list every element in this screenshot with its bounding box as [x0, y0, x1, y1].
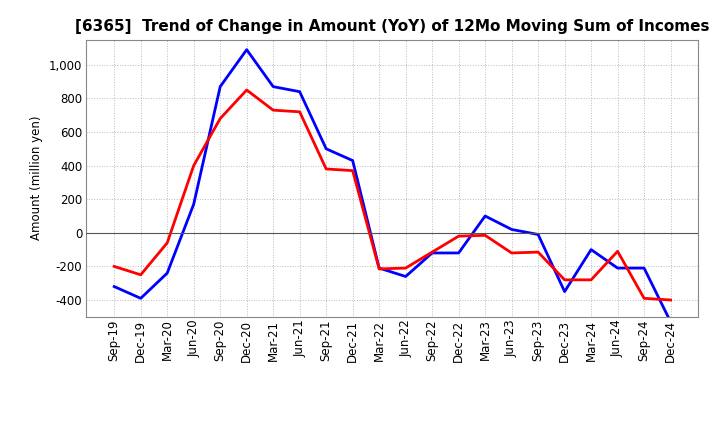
- Net Income: [640, 296, 649, 301]
- Ordinary Income: [428, 250, 436, 256]
- Ordinary Income: [163, 271, 171, 276]
- Ordinary Income: [322, 146, 330, 151]
- Ordinary Income: [136, 296, 145, 301]
- Net Income: [401, 265, 410, 271]
- Ordinary Income: [454, 250, 463, 256]
- Net Income: [666, 297, 675, 303]
- Line: Net Income: Net Income: [114, 90, 670, 300]
- Ordinary Income: [587, 247, 595, 252]
- Net Income: [534, 249, 542, 255]
- Net Income: [295, 109, 304, 114]
- Ordinary Income: [640, 265, 649, 271]
- Net Income: [587, 277, 595, 282]
- Ordinary Income: [560, 289, 569, 294]
- Net Income: [428, 249, 436, 255]
- Net Income: [560, 277, 569, 282]
- Net Income: [375, 266, 384, 271]
- Net Income: [216, 116, 225, 121]
- Y-axis label: Amount (million yen): Amount (million yen): [30, 116, 43, 240]
- Ordinary Income: [110, 284, 119, 289]
- Net Income: [508, 250, 516, 256]
- Net Income: [110, 264, 119, 269]
- Net Income: [613, 249, 622, 254]
- Ordinary Income: [508, 227, 516, 232]
- Net Income: [348, 168, 357, 173]
- Title: [6365]  Trend of Change in Amount (YoY) of 12Mo Moving Sum of Incomes: [6365] Trend of Change in Amount (YoY) o…: [75, 19, 710, 34]
- Ordinary Income: [269, 84, 277, 89]
- Net Income: [243, 88, 251, 93]
- Net Income: [481, 233, 490, 238]
- Ordinary Income: [375, 265, 384, 271]
- Line: Ordinary Income: Ordinary Income: [114, 50, 670, 322]
- Net Income: [322, 166, 330, 172]
- Ordinary Income: [613, 265, 622, 271]
- Ordinary Income: [216, 84, 225, 89]
- Net Income: [189, 163, 198, 168]
- Net Income: [454, 234, 463, 239]
- Net Income: [269, 107, 277, 113]
- Ordinary Income: [243, 47, 251, 52]
- Ordinary Income: [481, 213, 490, 219]
- Ordinary Income: [534, 232, 542, 237]
- Net Income: [163, 240, 171, 246]
- Ordinary Income: [401, 274, 410, 279]
- Ordinary Income: [348, 158, 357, 163]
- Net Income: [136, 272, 145, 278]
- Ordinary Income: [666, 319, 675, 324]
- Ordinary Income: [189, 202, 198, 207]
- Ordinary Income: [295, 89, 304, 94]
